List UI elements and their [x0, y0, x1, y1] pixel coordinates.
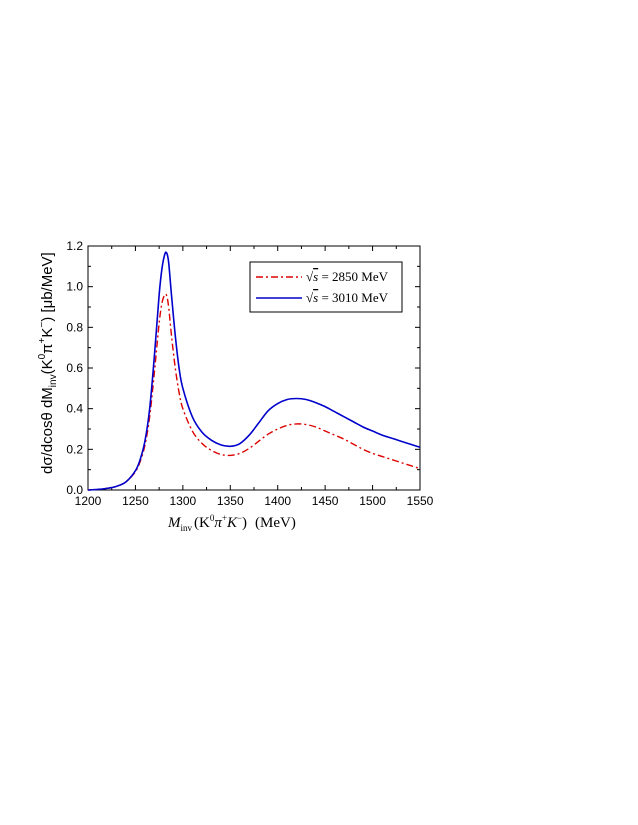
x-tick-label: 1350	[217, 494, 244, 508]
y-tick-label: 0.0	[66, 483, 83, 497]
x-tick-label: 1550	[407, 494, 434, 508]
series-group	[87, 251, 421, 491]
series-line-1	[87, 251, 421, 491]
x-tick-label: 1250	[122, 494, 149, 508]
x-tick-label: 1450	[312, 494, 339, 508]
x-tick-label: 1400	[264, 494, 291, 508]
y-tick-label: 0.6	[66, 361, 83, 375]
x-tick-label: 1300	[170, 494, 197, 508]
legend-label-2850: √s = 2850 MeV	[306, 269, 389, 284]
legend: √s = 2850 MeV √s = 3010 MeV	[249, 261, 403, 313]
series-line-0	[87, 293, 421, 491]
legend-label-3010: √s = 3010 MeV	[306, 290, 389, 305]
tick-labels: 1200 1250 1300 1350 1400 1450 1500 1550 0.0 0.2 0.…	[66, 239, 433, 508]
y-tick-label: 1.0	[66, 280, 83, 294]
y-tick-label: 0.4	[66, 402, 83, 416]
legend-box	[249, 261, 403, 313]
y-tick-label: 0.2	[66, 442, 83, 456]
y-tick-label: 1.2	[66, 239, 83, 253]
axis-ticks	[87, 245, 421, 491]
y-axis-label: dσ/dcosθ dMinv(K0π+K−) [μb/MeV]	[37, 252, 59, 474]
x-tick-label: 1500	[359, 494, 386, 508]
x-axis-label: Minv (K0π+K−) (MeV)	[167, 513, 296, 533]
y-tick-label: 0.8	[66, 320, 83, 334]
x-tick-label: 1200	[75, 494, 102, 508]
